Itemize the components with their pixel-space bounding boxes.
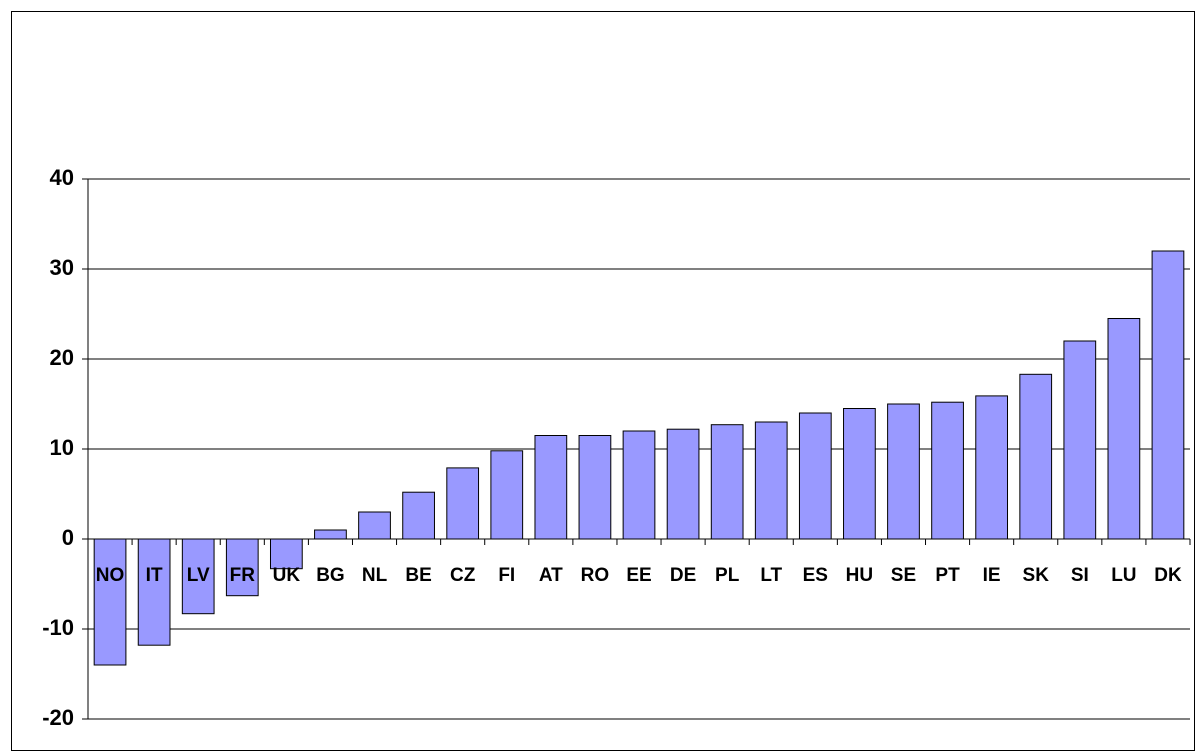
bar: [93, 538, 127, 666]
x-tick-label: PT: [935, 565, 960, 586]
y-tick-label: -10: [42, 615, 74, 640]
bar: [314, 529, 347, 540]
y-tick-label: 30: [50, 255, 74, 280]
x-tick-label: NO: [96, 565, 125, 586]
y-tick-label: 10: [50, 435, 74, 460]
bar: [1063, 340, 1097, 540]
y-tick-label: -20: [42, 705, 74, 730]
bar: [931, 401, 964, 540]
bar: [666, 428, 700, 540]
chart-frame: [11, 11, 1195, 751]
x-tick-label: UK: [273, 565, 301, 586]
bar: [1019, 373, 1053, 540]
bar: [887, 403, 920, 540]
bar: [490, 450, 524, 540]
bar: [710, 424, 744, 540]
x-tick-label: BG: [316, 565, 345, 586]
x-tick-label: SK: [1023, 565, 1050, 586]
bar: [754, 421, 788, 540]
bar: [402, 491, 435, 540]
x-tick-label: EE: [626, 565, 651, 586]
bar: [137, 538, 171, 646]
x-tick-label: SI: [1071, 565, 1089, 586]
x-tick-label: ES: [803, 565, 828, 586]
x-tick-label: PL: [715, 565, 740, 586]
bar: [181, 538, 215, 615]
bar: [843, 408, 876, 540]
bar: [269, 538, 303, 570]
x-tick-label: AT: [539, 565, 563, 586]
x-tick-label: FI: [498, 565, 515, 586]
x-tick-label: LV: [187, 565, 210, 586]
y-tick-label: 0: [62, 525, 74, 550]
x-tick-label: NL: [362, 565, 388, 586]
x-tick-label: IT: [146, 565, 163, 586]
bar: [446, 467, 480, 540]
x-tick-label: LU: [1111, 565, 1136, 586]
x-tick-label: SE: [891, 565, 916, 586]
x-tick-label: IE: [983, 565, 1001, 586]
y-tick-label: 40: [50, 165, 74, 190]
bar: [975, 395, 1009, 540]
bar: [578, 435, 612, 540]
bar: [1107, 318, 1141, 540]
x-tick-label: BE: [405, 565, 431, 586]
x-tick-label: DE: [670, 565, 696, 586]
x-tick-label: DK: [1154, 565, 1182, 586]
bar: [358, 511, 391, 540]
bar: [1151, 250, 1185, 540]
x-tick-label: LT: [760, 565, 782, 586]
x-tick-label: FR: [230, 565, 256, 586]
y-tick-label: 20: [50, 345, 74, 370]
bar: [798, 412, 832, 540]
bar: [534, 435, 568, 540]
x-tick-label: RO: [581, 565, 610, 586]
x-tick-label: HU: [846, 565, 873, 586]
x-tick-label: CZ: [450, 565, 476, 586]
bar: [622, 430, 656, 540]
